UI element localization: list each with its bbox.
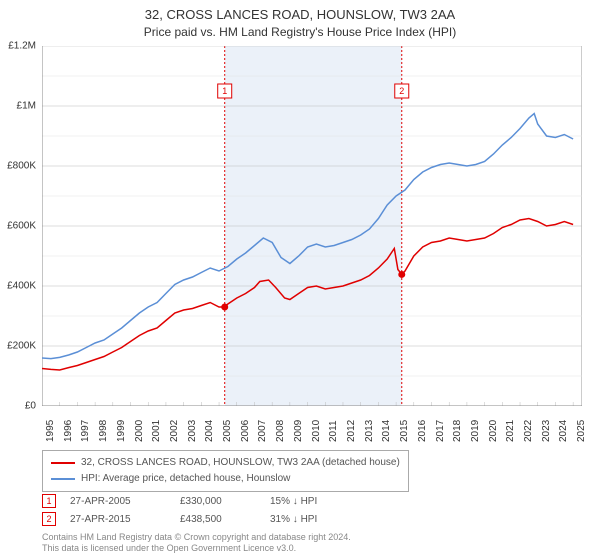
x-tick-label: 2008 xyxy=(275,420,286,442)
x-tick-label: 2024 xyxy=(558,420,569,442)
x-tick-label: 2003 xyxy=(187,420,198,442)
sale-marker-icon: 1 xyxy=(42,494,56,508)
legend-label: 32, CROSS LANCES ROAD, HOUNSLOW, TW3 2AA… xyxy=(81,455,400,471)
x-tick-label: 2017 xyxy=(435,420,446,442)
x-tick-label: 2000 xyxy=(134,420,145,442)
y-tick-label: £1.2M xyxy=(8,41,36,52)
footnote: Contains HM Land Registry data © Crown c… xyxy=(42,532,351,555)
x-tick-label: 2009 xyxy=(293,420,304,442)
x-tick-label: 1996 xyxy=(63,420,74,442)
x-tick-label: 2014 xyxy=(381,420,392,442)
x-tick-label: 2006 xyxy=(240,420,251,442)
chart-plot-area: 12 xyxy=(42,46,582,406)
chart-svg: 12 xyxy=(42,46,582,406)
legend-swatch xyxy=(51,478,75,480)
x-tick-label: 2004 xyxy=(204,420,215,442)
x-tick-label: 2019 xyxy=(470,420,481,442)
chart-title-block: 32, CROSS LANCES ROAD, HOUNSLOW, TW3 2AA… xyxy=(0,0,600,41)
legend-swatch xyxy=(51,462,75,464)
chart-title-main: 32, CROSS LANCES ROAD, HOUNSLOW, TW3 2AA xyxy=(0,6,600,24)
sale-date: 27-APR-2005 xyxy=(70,496,180,507)
x-tick-label: 2016 xyxy=(417,420,428,442)
x-tick-label: 2013 xyxy=(364,420,375,442)
x-tick-label: 1999 xyxy=(116,420,127,442)
x-tick-label: 2021 xyxy=(505,420,516,442)
x-tick-label: 2023 xyxy=(541,420,552,442)
legend: 32, CROSS LANCES ROAD, HOUNSLOW, TW3 2AA… xyxy=(42,450,409,492)
x-tick-label: 2005 xyxy=(222,420,233,442)
y-tick-label: £600K xyxy=(7,221,36,232)
legend-row: HPI: Average price, detached house, Houn… xyxy=(51,471,400,487)
sale-date: 27-APR-2015 xyxy=(70,514,180,525)
footnote-line-1: Contains HM Land Registry data © Crown c… xyxy=(42,532,351,543)
x-tick-label: 1995 xyxy=(45,420,56,442)
sale-hpi-delta: 15% ↓ HPI xyxy=(270,496,360,507)
x-tick-label: 2020 xyxy=(488,420,499,442)
y-tick-label: £400K xyxy=(7,281,36,292)
footnote-line-2: This data is licensed under the Open Gov… xyxy=(42,543,351,554)
sale-price: £330,000 xyxy=(180,496,270,507)
x-tick-label: 2001 xyxy=(151,420,162,442)
sale-row: 2 27-APR-2015£438,50031% ↓ HPI xyxy=(42,510,360,528)
x-tick-label: 2015 xyxy=(399,420,410,442)
x-tick-label: 2007 xyxy=(257,420,268,442)
y-tick-label: £1M xyxy=(17,101,36,112)
x-tick-label: 2011 xyxy=(328,420,339,442)
x-tick-label: 2002 xyxy=(169,420,180,442)
sale-marker-icon: 2 xyxy=(42,512,56,526)
x-tick-label: 1998 xyxy=(98,420,109,442)
x-axis-labels: 1995 1996 1997 1998 1999 2000 2001 2002 2003 2004… xyxy=(42,410,582,450)
y-tick-label: £0 xyxy=(25,401,36,412)
sales-table: 1 27-APR-2005£330,00015% ↓ HPI 2 27-APR-201… xyxy=(42,492,360,528)
x-tick-label: 2025 xyxy=(576,420,587,442)
y-tick-label: £200K xyxy=(7,341,36,352)
y-axis-labels: £0£200K£400K£600K£800K£1M£1.2M xyxy=(0,46,40,406)
x-tick-label: 2010 xyxy=(311,420,322,442)
x-tick-label: 2022 xyxy=(523,420,534,442)
chart-title-sub: Price paid vs. HM Land Registry's House … xyxy=(0,24,600,41)
legend-row: 32, CROSS LANCES ROAD, HOUNSLOW, TW3 2AA… xyxy=(51,455,400,471)
x-tick-label: 2012 xyxy=(346,420,357,442)
x-tick-label: 1997 xyxy=(80,420,91,442)
sale-price: £438,500 xyxy=(180,514,270,525)
sale-row: 1 27-APR-2005£330,00015% ↓ HPI xyxy=(42,492,360,510)
sale-hpi-delta: 31% ↓ HPI xyxy=(270,514,360,525)
svg-text:2: 2 xyxy=(399,86,404,96)
x-tick-label: 2018 xyxy=(452,420,463,442)
y-tick-label: £800K xyxy=(7,161,36,172)
legend-label: HPI: Average price, detached house, Houn… xyxy=(81,471,290,487)
svg-text:1: 1 xyxy=(222,86,227,96)
